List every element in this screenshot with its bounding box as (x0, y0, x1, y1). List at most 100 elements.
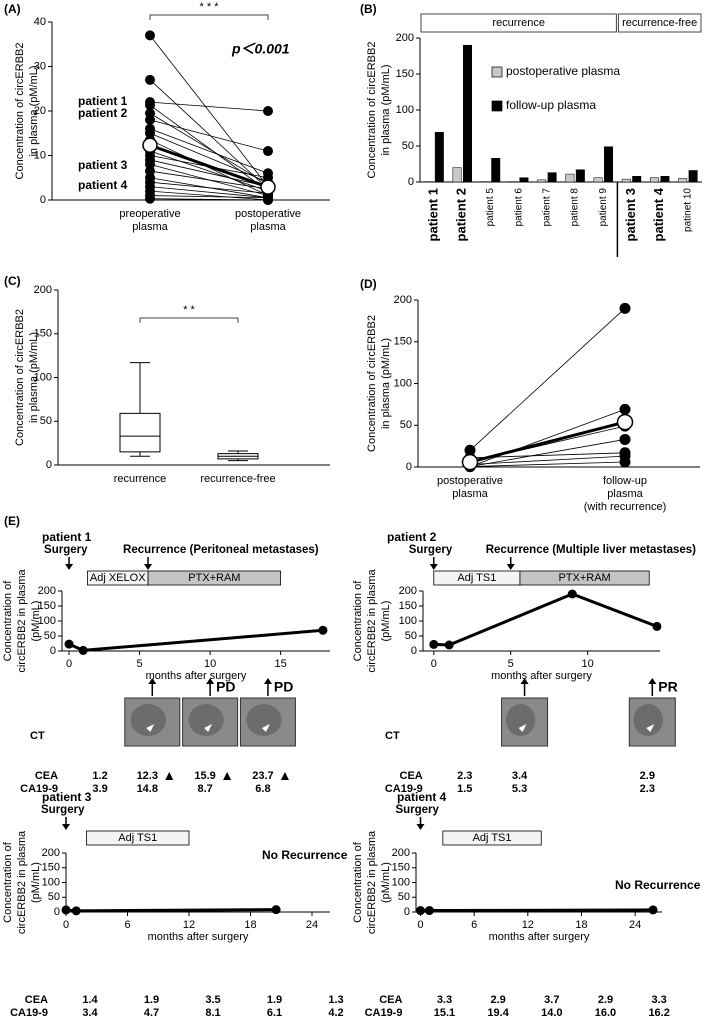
data-point (318, 625, 328, 635)
event-label: Surgery (41, 804, 85, 816)
lab-name: CEA (379, 994, 402, 1006)
lab-value: 6.8 (255, 783, 270, 795)
patient-dot (619, 447, 631, 459)
x-tick-label: plasma (250, 221, 286, 233)
ct-image-detail (633, 704, 664, 736)
x-tick-label: 18 (244, 919, 256, 931)
x-tick-label: 5 (137, 658, 143, 670)
patient-dot (263, 146, 273, 157)
y-tick-label: 0 (40, 194, 46, 206)
y-tick-label: 100 (392, 876, 410, 888)
y-tick-label: 40 (34, 16, 46, 28)
y-axis-label: Concentration of circERBB2 (14, 309, 26, 446)
treatment-label: Adj TS1 (473, 832, 512, 844)
lab-name: CA19-9 (365, 1007, 403, 1019)
x-axis-label: months after surgery (148, 931, 249, 943)
lab-value: 1.3 (328, 994, 343, 1006)
patient-line (149, 181, 269, 194)
x-tick-label: preoperative (119, 208, 180, 220)
patient-line (149, 150, 269, 192)
treatment-bar (519, 570, 650, 586)
patient-line (149, 79, 269, 190)
bar (632, 175, 642, 183)
patient-dot (145, 30, 155, 41)
bar (452, 167, 462, 183)
annotation: No Recurrence (615, 878, 701, 892)
panel-label: (E) (4, 514, 20, 528)
mean-dot (461, 453, 479, 471)
patient-dot (145, 74, 155, 85)
x-tick-label: patient 5 (485, 188, 496, 227)
x-tick-label: patient 1 (426, 188, 441, 241)
x-tick-label: patient 8 (570, 188, 581, 227)
patient-line (149, 101, 269, 112)
significance-label: * * (183, 304, 195, 316)
x-tick-label: patient 9 (598, 188, 609, 227)
panel-title: patient 4 (397, 790, 447, 804)
treatment-bar (86, 830, 190, 846)
y-tick-label: 200 (392, 847, 410, 859)
bar (678, 178, 688, 183)
patient-line (469, 308, 626, 451)
x-tick-label: 0 (431, 658, 437, 670)
x-tick-label: patient 7 (542, 188, 553, 227)
box (119, 412, 161, 453)
lab-value: 23.7 (252, 770, 273, 782)
event-arrow-head (429, 564, 438, 570)
lab-value: 4.7 (144, 1007, 159, 1019)
data-line (65, 908, 277, 913)
lab-value: 4.2 (328, 1007, 343, 1019)
y-axis-label: Concentration of (2, 841, 14, 923)
y-axis-label: Concentration of (2, 580, 14, 662)
bar (519, 177, 529, 183)
y-tick-label: 100 (394, 377, 412, 389)
ct-response: PD (274, 679, 293, 695)
bar (575, 169, 585, 183)
lab-marker (165, 772, 174, 780)
treatment-label: Adj TS1 (118, 832, 157, 844)
data-point (444, 640, 454, 650)
lab-value: 6.1 (267, 1007, 282, 1019)
data-point (415, 906, 425, 916)
annotation: No Recurrence (262, 848, 348, 862)
x-tick-label: recurrence (114, 473, 167, 485)
treatment-bar (442, 830, 542, 846)
y-axis-label: in plasma (pM/mL) (380, 64, 392, 155)
x-tick-label: patient 4 (651, 187, 666, 241)
mean-line (469, 420, 626, 464)
patient-annotation: patient 1 (78, 94, 128, 108)
y-tick-label: 200 (394, 294, 412, 306)
patient-dot (619, 302, 631, 314)
bar (649, 177, 659, 183)
ct-pointer (261, 724, 270, 732)
x-tick-label: 0 (417, 919, 423, 931)
y-tick-label: 100 (399, 615, 417, 627)
y-tick-label: 100 (38, 615, 56, 627)
y-tick-label: 150 (392, 862, 410, 874)
event-label: Recurrence (Multiple liver metastases) (486, 544, 696, 556)
treatment-label: Adj TS1 (457, 572, 496, 584)
mean-dot (142, 137, 158, 154)
event-arrow-head (506, 564, 515, 570)
bar (621, 178, 631, 183)
patient-line (149, 128, 269, 174)
panel-title: patient 1 (42, 530, 92, 544)
y-tick-label: 150 (42, 862, 60, 874)
lab-value: 1.5 (457, 783, 472, 795)
bar (604, 146, 614, 183)
patient-line (469, 455, 626, 465)
y-tick-label: 0 (411, 645, 417, 657)
patient-line (149, 170, 269, 190)
y-tick-label: 50 (405, 630, 417, 642)
y-tick-label: 50 (400, 419, 412, 431)
y-tick-label: 0 (404, 906, 410, 918)
y-axis-label: in plasma (pM/mL) (380, 338, 392, 429)
lab-value: 2.3 (457, 770, 472, 782)
event-label: Surgery (409, 544, 453, 556)
x-tick-label: plasma (132, 221, 168, 233)
group-label: recurrence (492, 17, 545, 29)
treatment-label: PTX+RAM (188, 572, 240, 584)
y-tick-label: 0 (46, 459, 52, 471)
significance-bracket (149, 14, 269, 20)
x-tick-label: follow-up (603, 475, 647, 487)
